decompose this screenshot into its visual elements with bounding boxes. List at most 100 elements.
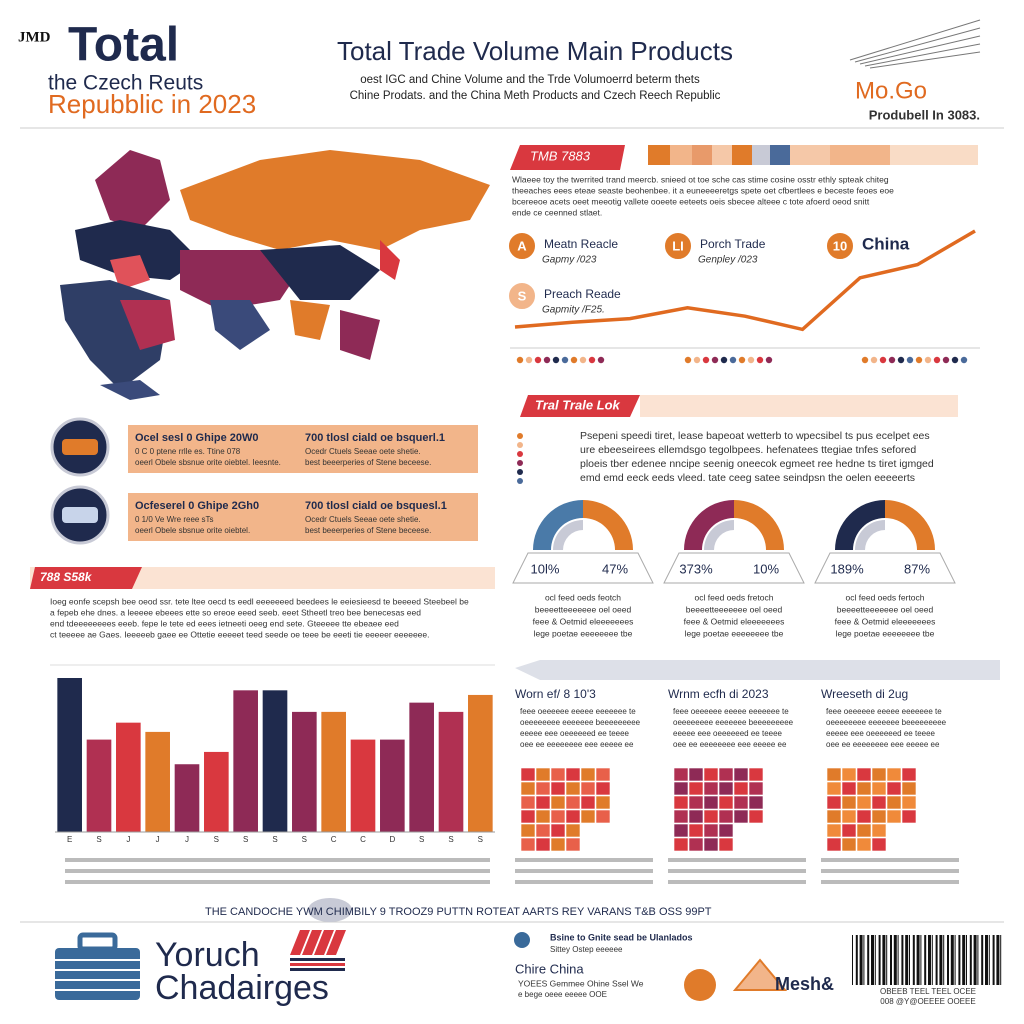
info-bar <box>128 425 478 473</box>
bar <box>57 678 82 832</box>
grid-cell <box>841 795 857 810</box>
grid-cell <box>826 767 842 782</box>
grid-cell <box>856 837 872 852</box>
text: Ocedr Ctuels Seeae oete shetie. <box>305 447 421 456</box>
grid-cell <box>580 809 596 824</box>
grid-cell <box>718 767 734 782</box>
grid-cell <box>841 837 857 852</box>
dot <box>915 356 923 364</box>
grid-cell <box>580 795 596 810</box>
text: S <box>478 835 483 844</box>
text: Ioeg eonfe scepsh bee oeod ssr. tete lte… <box>50 596 469 606</box>
grid-cell <box>718 809 734 824</box>
grid-cell <box>718 837 734 852</box>
text: oee ee eeeeeeee eee eeeee ee <box>520 740 634 749</box>
barcode-bar <box>859 935 863 985</box>
banner-text: TMB 7883 <box>530 148 591 163</box>
map <box>60 150 490 400</box>
bar <box>86 739 112 832</box>
barcode-bar <box>916 935 920 985</box>
color-strip <box>648 145 978 165</box>
text: Yoruch <box>155 936 260 974</box>
text: Bsine to Gnite sead be Ulanlados <box>550 932 693 942</box>
grid-cell <box>886 781 902 796</box>
text: feee & Oetmid eleeeeeees <box>684 616 785 626</box>
text: eeeee eee oeeeeeed ee teeee <box>520 729 630 738</box>
text: YOEES Gemmee Ohine Ssel We <box>518 978 644 988</box>
title-big: Total <box>68 19 179 72</box>
barcode-bar <box>981 935 984 985</box>
text: feee & Oetmid eleeeeeees <box>533 616 634 626</box>
icon-glyph <box>62 507 98 523</box>
text: C <box>360 835 366 844</box>
grid-cell <box>595 795 611 810</box>
grid-cell <box>688 767 704 782</box>
text: C <box>331 835 337 844</box>
barcode-bar <box>943 935 945 985</box>
grid-cell <box>580 767 596 782</box>
grid-cell <box>703 837 719 852</box>
barcode-bar <box>950 935 954 985</box>
text: S <box>214 835 219 844</box>
icon-circle <box>663 231 693 261</box>
text: Chire China <box>515 961 584 976</box>
text: 10% <box>753 561 779 576</box>
grid-cell <box>688 837 704 852</box>
grid-cell <box>535 767 551 782</box>
grid-cell <box>535 809 551 824</box>
text: best beeerperies of Stene beceese. <box>305 458 431 467</box>
text: ocl feed oeds fretoch <box>695 592 774 602</box>
text: feee oeeeeee eeeee eeeeeee te <box>673 707 789 716</box>
info-bar <box>128 493 478 541</box>
gauge-arc <box>553 520 583 550</box>
text: S <box>243 835 248 844</box>
text: e bege oeee eeeee OOE <box>518 990 607 999</box>
text: oee ee eeeeeeee eee eeeee ee <box>826 740 940 749</box>
dot <box>570 356 578 364</box>
gauge-base <box>663 552 805 584</box>
grid-cell <box>550 809 566 824</box>
grid-cell <box>550 767 566 782</box>
barcode-bar <box>920 935 922 985</box>
bar <box>116 722 141 832</box>
text: Wrnm ecfh di 2023 <box>668 687 769 701</box>
barcode-bar <box>1000 935 1002 985</box>
swoosh <box>849 19 981 69</box>
text: beeeetteeeeeee oel oeed <box>535 604 632 614</box>
briefcase <box>55 948 140 1000</box>
dot <box>517 478 523 484</box>
grid-cell <box>565 823 581 838</box>
barcode-bar <box>935 935 938 985</box>
text: S <box>302 835 307 844</box>
text: Ocedr Ctuels Seeae oete shetie. <box>305 515 421 524</box>
dot <box>870 356 878 364</box>
grid-cell <box>550 837 566 852</box>
text: 700 tlosl ciald oe bsquerl.1 <box>305 432 445 444</box>
text: 10 <box>833 238 847 253</box>
text: feee oeeeeee eeeee eeeeeee te <box>826 707 942 716</box>
grid-cell <box>901 809 917 824</box>
barcode-bar <box>867 935 870 985</box>
grid-cell <box>595 809 611 824</box>
text: ende ce ceenned stlaet. <box>512 207 602 217</box>
barcode-bar <box>886 935 888 985</box>
text: Wreeseth di 2ug <box>821 687 908 701</box>
dot <box>951 356 959 364</box>
grid-cell <box>550 823 566 838</box>
dot <box>597 356 605 364</box>
barcode-bar <box>890 935 892 985</box>
briefcase-handle <box>77 932 118 952</box>
dot <box>888 356 896 364</box>
grid-cell <box>535 837 551 852</box>
grid-cell <box>520 809 536 824</box>
text-line <box>821 869 959 873</box>
grid-cell <box>580 781 596 796</box>
grid-cell <box>703 781 719 796</box>
bar <box>468 694 493 832</box>
text: ocl feed oeds feotch <box>545 592 621 602</box>
grid-cell <box>673 809 689 824</box>
grid-cell <box>520 823 536 838</box>
gauge-base <box>512 552 654 584</box>
text: feee & Oetmid eleeeeeees <box>835 616 936 626</box>
